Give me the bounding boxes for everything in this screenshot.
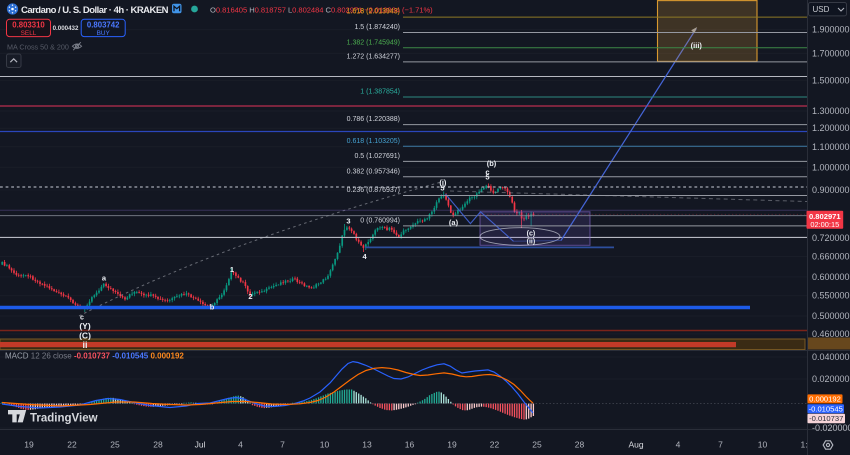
svg-text:1.272 (1.634277): 1.272 (1.634277) <box>347 54 400 61</box>
svg-text:Jul: Jul <box>195 439 206 449</box>
svg-text:22: 22 <box>67 439 77 449</box>
svg-text:(i): (i) <box>439 178 447 187</box>
svg-text:1:: 1: <box>801 439 808 449</box>
svg-text:-0.020000: -0.020000 <box>812 423 850 433</box>
svg-text:4: 4 <box>238 439 243 449</box>
svg-text:(b): (b) <box>487 159 497 168</box>
svg-text:0.720000: 0.720000 <box>812 233 850 243</box>
svg-text:SELL: SELL <box>21 30 37 37</box>
svg-text:19: 19 <box>24 439 34 449</box>
svg-text:0.460000: 0.460000 <box>812 329 850 339</box>
svg-text:(iii): (iii) <box>691 41 703 50</box>
svg-text:0 (0.760994): 0 (0.760994) <box>360 218 400 225</box>
svg-text:28: 28 <box>153 439 163 449</box>
svg-text:25: 25 <box>110 439 120 449</box>
svg-text:0.382 (0.957346): 0.382 (0.957346) <box>347 168 400 175</box>
svg-text:0.550000: 0.550000 <box>812 291 850 301</box>
svg-text:0.618 (1.103205): 0.618 (1.103205) <box>347 138 400 145</box>
svg-text:1.900000: 1.900000 <box>812 25 850 35</box>
svg-text:O0.816405 H0.818757 L0.802484: O0.816405 H0.818757 L0.802484 C0.802971 … <box>210 6 433 15</box>
svg-text:1.382 (1.745949): 1.382 (1.745949) <box>347 39 400 46</box>
svg-text:02:00:15: 02:00:15 <box>810 220 839 229</box>
svg-text:0.803742: 0.803742 <box>87 21 120 30</box>
svg-text:1.200000: 1.200000 <box>812 123 850 133</box>
svg-text:7: 7 <box>280 439 285 449</box>
svg-text:(c): (c) <box>527 230 536 237</box>
svg-text:0.600000: 0.600000 <box>812 272 850 282</box>
svg-text:1.100000: 1.100000 <box>812 142 850 152</box>
svg-text:25: 25 <box>532 439 542 449</box>
svg-text:1.300000: 1.300000 <box>812 106 850 116</box>
svg-text:0.660000: 0.660000 <box>812 252 850 262</box>
svg-text:5: 5 <box>485 172 489 181</box>
svg-text:19: 19 <box>447 439 457 449</box>
svg-text:2: 2 <box>248 292 252 301</box>
svg-text:(ii): (ii) <box>527 238 536 245</box>
svg-text:0.020000: 0.020000 <box>812 374 850 384</box>
svg-text:5: 5 <box>440 183 444 192</box>
svg-text:MACD 12 26 close -0.010737 -0.: MACD 12 26 close -0.010737 -0.010545 0.0… <box>5 352 184 361</box>
svg-text:0.786 (1.220388): 0.786 (1.220388) <box>347 116 400 123</box>
svg-text:0.500000: 0.500000 <box>812 311 850 321</box>
svg-text:0.5 (1.027691): 0.5 (1.027691) <box>354 153 400 160</box>
svg-text:10: 10 <box>758 439 768 449</box>
svg-text:0.000432: 0.000432 <box>53 25 79 32</box>
svg-text:BUY: BUY <box>97 30 111 37</box>
svg-text:1.5 (1.874240): 1.5 (1.874240) <box>354 24 400 31</box>
svg-text:Aug: Aug <box>628 439 643 449</box>
svg-text:ii: ii <box>82 340 87 350</box>
svg-text:0.803310: 0.803310 <box>12 21 45 30</box>
svg-text:4: 4 <box>676 439 681 449</box>
svg-text:c: c <box>80 315 84 322</box>
svg-text:0.900000: 0.900000 <box>812 185 850 195</box>
svg-text:Cardano / U. S. Dollar · 4h ·: Cardano / U. S. Dollar · 4h · KRAKEN <box>21 5 169 16</box>
svg-text:(C): (C) <box>79 331 91 341</box>
svg-text:3: 3 <box>346 217 350 226</box>
svg-text:0.802971: 0.802971 <box>809 212 841 221</box>
svg-text:MA Cross 50 & 200: MA Cross 50 & 200 <box>7 42 69 51</box>
svg-text:(Y): (Y) <box>79 321 91 331</box>
svg-text:1.000000: 1.000000 <box>812 162 850 172</box>
svg-text:22: 22 <box>490 439 500 449</box>
svg-text:10: 10 <box>320 439 330 449</box>
svg-text:28: 28 <box>575 439 585 449</box>
svg-text:1.618 (2.013943): 1.618 (2.013943) <box>347 9 400 16</box>
svg-text:0.040000: 0.040000 <box>812 352 850 362</box>
svg-text:-0.010545: -0.010545 <box>809 405 843 414</box>
svg-text:(a): (a) <box>449 218 459 227</box>
svg-text:1: 1 <box>230 265 234 274</box>
svg-text:1.500000: 1.500000 <box>812 75 850 85</box>
svg-text:7: 7 <box>718 439 723 449</box>
svg-text:0.000192: 0.000192 <box>809 395 841 404</box>
svg-text:4: 4 <box>363 252 368 261</box>
svg-text:13: 13 <box>362 439 372 449</box>
svg-text:USD: USD <box>813 5 830 14</box>
svg-text:-0.010737: -0.010737 <box>809 414 843 423</box>
svg-text:1.618 (2.013943): 1.618 (2.013943) <box>347 8 400 15</box>
svg-text:a: a <box>102 274 107 283</box>
svg-text:1.700000: 1.700000 <box>812 48 850 58</box>
svg-text:c: c <box>485 167 489 176</box>
svg-text:1 (1.387854): 1 (1.387854) <box>360 89 400 96</box>
svg-text:16: 16 <box>405 439 415 449</box>
svg-text:0.236 (0.876937): 0.236 (0.876937) <box>347 187 400 194</box>
svg-text:TradingView: TradingView <box>30 413 98 425</box>
svg-text:b: b <box>210 302 215 311</box>
